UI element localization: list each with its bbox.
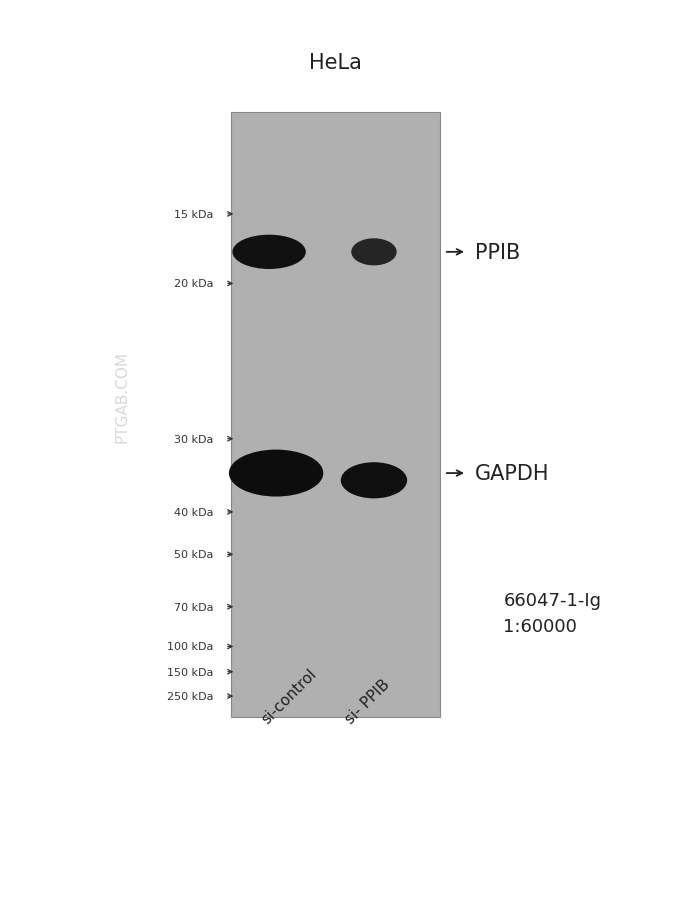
Text: 15 kDa: 15 kDa	[174, 209, 213, 220]
Text: 30 kDa: 30 kDa	[174, 434, 213, 445]
Text: 40 kDa: 40 kDa	[173, 507, 213, 518]
Text: 70 kDa: 70 kDa	[173, 602, 213, 612]
Ellipse shape	[242, 470, 303, 486]
Text: PPIB: PPIB	[475, 243, 521, 262]
Text: PTGAB.COM: PTGAB.COM	[115, 351, 130, 443]
Ellipse shape	[352, 239, 397, 266]
Text: si- PPIB: si- PPIB	[343, 676, 393, 726]
Text: HeLa: HeLa	[309, 53, 362, 73]
Ellipse shape	[232, 235, 306, 270]
Text: 66047-1-Ig
1:60000: 66047-1-Ig 1:60000	[503, 591, 601, 636]
Ellipse shape	[229, 450, 323, 497]
Text: 100 kDa: 100 kDa	[167, 641, 213, 652]
Text: 250 kDa: 250 kDa	[166, 691, 213, 702]
Text: GAPDH: GAPDH	[475, 464, 550, 483]
Ellipse shape	[341, 463, 407, 499]
Text: 50 kDa: 50 kDa	[174, 549, 213, 560]
Text: si-control: si-control	[259, 666, 319, 726]
Text: 20 kDa: 20 kDa	[173, 279, 213, 290]
Text: 150 kDa: 150 kDa	[167, 667, 213, 677]
Bar	[231, 113, 440, 717]
